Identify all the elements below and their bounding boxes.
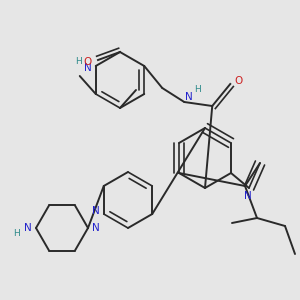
Text: O: O: [234, 76, 242, 86]
Text: N: N: [84, 63, 92, 73]
Text: N: N: [92, 223, 100, 233]
Text: N: N: [244, 191, 252, 201]
Text: H: H: [194, 85, 201, 94]
Text: H: H: [75, 58, 82, 67]
Text: N: N: [24, 223, 32, 233]
Text: H: H: [13, 229, 20, 238]
Text: N: N: [92, 206, 100, 216]
Text: N: N: [185, 92, 193, 102]
Text: O: O: [84, 57, 92, 67]
